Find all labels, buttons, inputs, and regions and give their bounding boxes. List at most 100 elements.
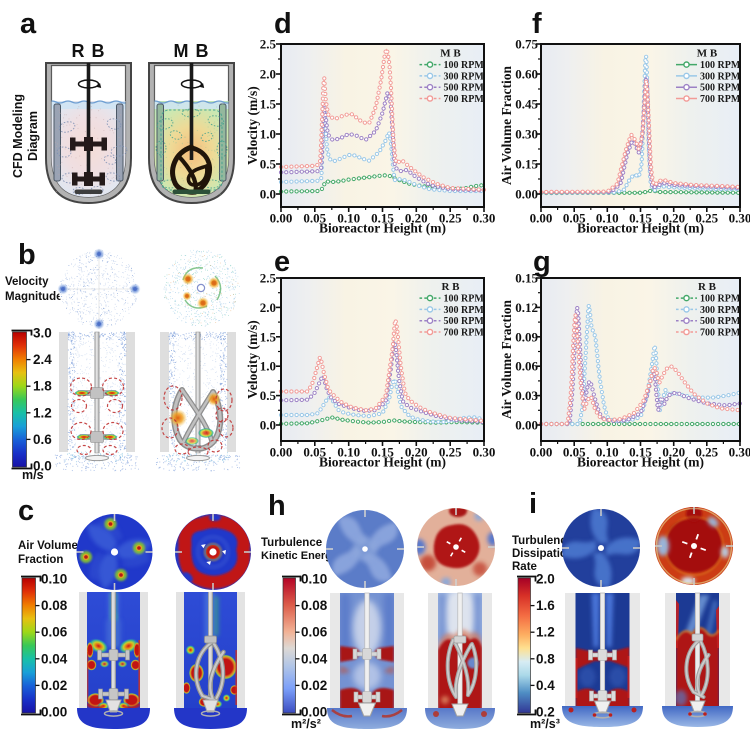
svg-text:2.0: 2.0 [536,572,555,587]
svg-text:0.05: 0.05 [303,211,326,226]
svg-text:0.06: 0.06 [301,625,328,640]
svg-text:0.06: 0.06 [515,359,538,374]
svg-text:Dissipation: Dissipation [512,548,574,560]
svg-text:0.10: 0.10 [41,572,67,587]
svg-text:0.25: 0.25 [695,445,718,460]
svg-text:0.08: 0.08 [301,598,328,613]
svg-text:M B: M B [697,48,718,60]
svg-text:0.06: 0.06 [41,625,68,640]
svg-text:300 RPM: 300 RPM [444,305,485,316]
svg-text:Air Volume Fraction: Air Volume Fraction [499,300,514,419]
svg-text:0.25: 0.25 [695,211,718,226]
svg-text:2.0: 2.0 [260,67,276,82]
svg-text:m/s: m/s [22,468,44,482]
svg-text:0.10: 0.10 [596,445,619,460]
svg-text:0.20: 0.20 [662,211,685,226]
svg-text:100 RPM: 100 RPM [444,60,485,71]
svg-text:0.6: 0.6 [33,432,52,447]
svg-text:0.15: 0.15 [629,211,652,226]
svg-text:Air Volume: Air Volume [18,540,78,552]
svg-text:0.05: 0.05 [563,211,586,226]
svg-text:500 RPM: 500 RPM [444,316,485,327]
svg-text:0.30: 0.30 [473,211,496,226]
svg-text:1.2: 1.2 [536,625,555,640]
svg-text:Turbulence: Turbulence [261,537,322,549]
svg-text:a: a [20,8,37,40]
svg-text:0.30: 0.30 [473,445,496,460]
svg-text:0.20: 0.20 [405,211,428,226]
svg-text:m²/s²: m²/s² [291,717,321,731]
svg-text:Diagram: Diagram [26,111,40,161]
svg-text:c: c [18,495,34,527]
svg-text:Velocity: Velocity [5,276,49,288]
svg-text:1.5: 1.5 [260,329,277,344]
svg-text:Magnitude: Magnitude [5,291,63,303]
svg-text:0.8: 0.8 [536,651,555,666]
svg-text:1.6: 1.6 [536,598,555,613]
svg-text:0.00: 0.00 [515,187,538,202]
svg-text:0.08: 0.08 [41,598,68,613]
svg-text:500 RPM: 500 RPM [444,83,485,94]
svg-text:0.0: 0.0 [260,187,276,202]
svg-text:e: e [274,246,290,278]
svg-text:2.4: 2.4 [33,352,52,367]
svg-text:Bioreactor Height (m): Bioreactor Height (m) [577,455,704,470]
svg-text:700 RPM: 700 RPM [444,94,485,105]
svg-text:Fraction: Fraction [18,554,63,566]
svg-text:0.04: 0.04 [301,651,328,666]
svg-text:Bioreactor Height (m): Bioreactor Height (m) [319,455,446,470]
svg-text:R B: R B [72,41,106,61]
svg-text:0.5: 0.5 [260,388,277,403]
svg-text:R B: R B [441,281,460,293]
svg-text:0.30: 0.30 [515,127,538,142]
svg-text:Bioreactor Height (m): Bioreactor Height (m) [577,221,704,236]
svg-text:Velocity (m/s): Velocity (m/s) [245,86,260,165]
svg-text:M B: M B [440,48,461,60]
svg-text:d: d [274,8,292,40]
svg-text:0.15: 0.15 [515,157,538,172]
svg-text:b: b [18,239,36,271]
svg-text:100 RPM: 100 RPM [700,60,741,71]
svg-text:700 RPM: 700 RPM [444,328,485,339]
svg-text:3.0: 3.0 [33,326,52,341]
svg-text:0.02: 0.02 [301,678,327,693]
svg-text:0.5: 0.5 [260,157,277,172]
svg-text:Turbulence: Turbulence [512,535,573,547]
svg-text:0.2: 0.2 [536,705,555,720]
svg-text:300 RPM: 300 RPM [700,305,741,316]
svg-text:0.10: 0.10 [337,445,360,460]
svg-text:0.10: 0.10 [337,211,360,226]
svg-text:0.12: 0.12 [515,300,538,315]
svg-text:0.20: 0.20 [662,445,685,460]
svg-text:g: g [533,246,551,278]
svg-text:0.10: 0.10 [301,572,327,587]
svg-text:0.03: 0.03 [515,388,538,403]
svg-text:1.5: 1.5 [260,97,277,112]
svg-text:1.0: 1.0 [260,359,276,374]
svg-text:0.30: 0.30 [729,445,750,460]
svg-text:0.09: 0.09 [515,329,538,344]
svg-text:R B: R B [698,281,717,293]
svg-text:700 RPM: 700 RPM [700,328,741,339]
svg-text:Air Volume Fraction: Air Volume Fraction [499,66,514,185]
svg-text:0.20: 0.20 [405,445,428,460]
svg-text:m²/s³: m²/s³ [530,717,560,731]
svg-text:0.15: 0.15 [629,445,652,460]
svg-text:100 RPM: 100 RPM [700,294,741,305]
svg-text:0.0: 0.0 [260,418,276,433]
svg-text:0.05: 0.05 [303,445,326,460]
svg-text:h: h [268,490,286,522]
svg-text:0.00: 0.00 [301,705,327,720]
svg-text:i: i [529,488,537,520]
svg-text:300 RPM: 300 RPM [444,71,485,82]
svg-text:0.00: 0.00 [530,445,553,460]
svg-text:Velocity (m/s): Velocity (m/s) [245,320,260,399]
svg-text:300 RPM: 300 RPM [700,71,741,82]
svg-text:1.2: 1.2 [33,405,52,420]
svg-text:0.15: 0.15 [371,445,394,460]
svg-text:0.00: 0.00 [270,211,293,226]
svg-text:100 RPM: 100 RPM [444,294,485,305]
svg-text:500 RPM: 500 RPM [700,316,741,327]
svg-text:0.45: 0.45 [515,97,538,112]
svg-text:Bioreactor Height (m): Bioreactor Height (m) [319,221,446,236]
